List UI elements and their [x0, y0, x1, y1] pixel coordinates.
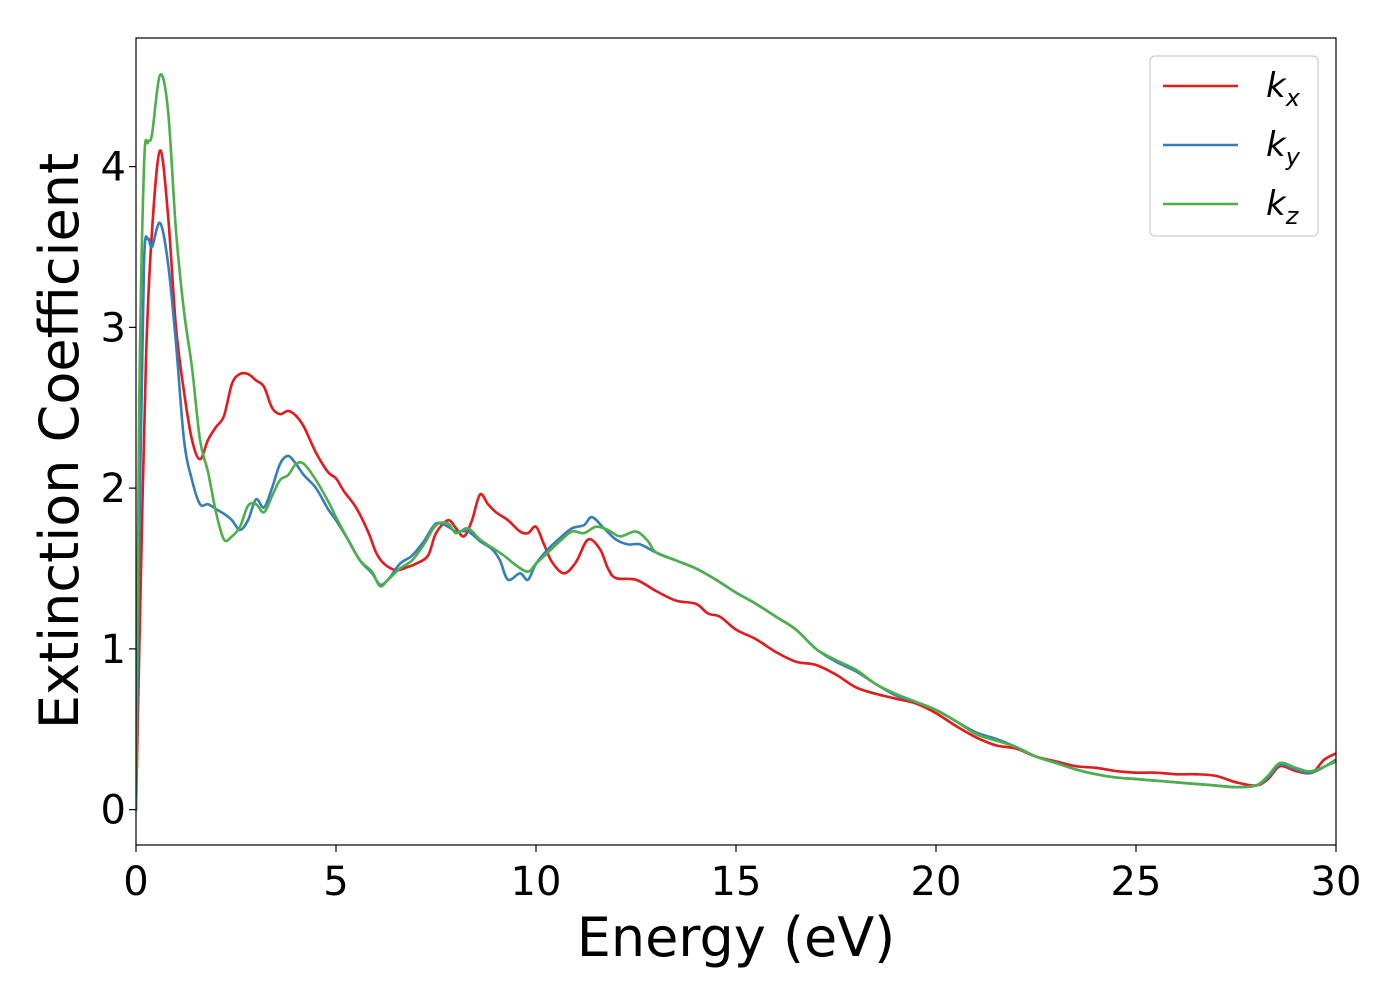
- legend-label-z: kz: [1266, 184, 1300, 230]
- x-tick-label: 20: [911, 859, 962, 905]
- x-tick-label: 0: [123, 859, 148, 905]
- y-tick-label: 1: [101, 627, 126, 673]
- series-line-z: [136, 72, 1336, 811]
- x-axis-title: Energy (eV): [577, 906, 896, 969]
- x-tick-label: 5: [323, 859, 348, 905]
- y-axis-title: Extinction Coefficient: [28, 153, 91, 729]
- legend-label-x: kx: [1266, 66, 1301, 112]
- y-axis-ticks: 0 1 2 3 4: [101, 145, 136, 834]
- x-tick-label: 25: [1111, 859, 1162, 905]
- series-line-x: [136, 149, 1336, 811]
- x-axis-ticks: 0 5 10 15 20 25 30: [123, 845, 1361, 905]
- y-tick-label: 3: [101, 305, 126, 351]
- x-tick-label: 10: [511, 859, 562, 905]
- x-tick-label: 30: [1311, 859, 1362, 905]
- series-layer: [136, 72, 1336, 811]
- x-tick-label: 15: [711, 859, 762, 905]
- legend: kx ky kz: [1149, 55, 1319, 237]
- y-tick-label: 0: [101, 788, 126, 834]
- y-tick-label: 4: [101, 145, 126, 191]
- legend-label-y: ky: [1266, 125, 1301, 171]
- y-tick-label: 2: [101, 466, 126, 512]
